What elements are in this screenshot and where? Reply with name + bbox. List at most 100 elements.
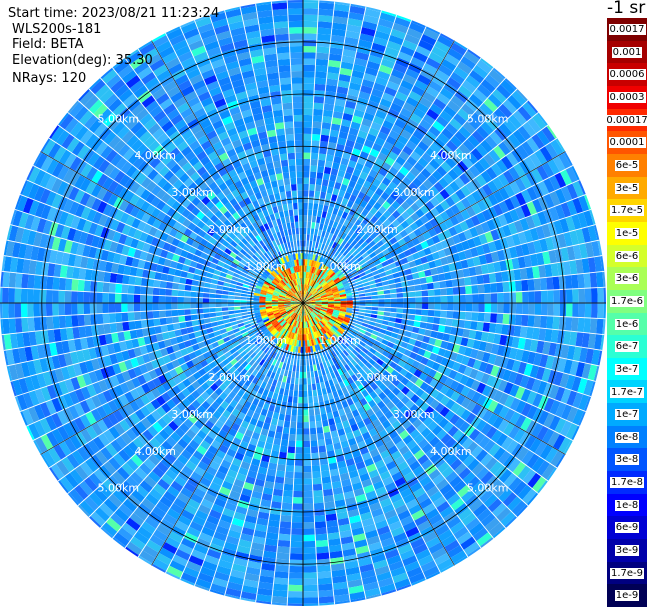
range-gate-cell	[181, 333, 190, 342]
range-gate-cell	[303, 271, 305, 278]
range-gate-cell	[597, 240, 603, 256]
range-gate-cell	[303, 183, 310, 191]
range-gate-cell	[350, 597, 366, 603]
range-gate-cell	[321, 304, 328, 307]
range-gate-cell	[455, 382, 465, 394]
range-gate-cell	[306, 265, 309, 273]
range-gate-cell	[251, 344, 259, 352]
range-gate-cell	[51, 177, 63, 194]
range-gate-cell	[329, 550, 344, 559]
range-gate-cell	[350, 216, 358, 225]
range-gate-cell	[285, 337, 290, 344]
range-gate-cell	[326, 525, 340, 534]
range-gate-cell	[502, 422, 515, 437]
range-gate-cell	[468, 498, 484, 513]
range-gate-cell	[66, 364, 77, 379]
range-gate-cell	[100, 446, 113, 461]
range-gate-cell	[309, 333, 313, 340]
range-gate-cell	[303, 0, 319, 3]
range-gate-cell	[116, 466, 131, 481]
range-gate-cell	[357, 237, 366, 246]
range-gate-cell	[303, 83, 315, 91]
range-gate-cell	[303, 252, 306, 260]
range-gate-cell	[320, 348, 326, 356]
range-gate-cell	[333, 104, 345, 113]
range-gate-cell	[106, 343, 116, 355]
range-gate-cell	[66, 137, 80, 153]
range-gate-cell	[422, 416, 434, 428]
range-gate-cell	[280, 355, 286, 363]
range-gate-cell	[33, 404, 46, 421]
range-gate-cell	[464, 494, 480, 508]
range-gate-cell	[462, 138, 476, 152]
range-gate-cell	[410, 577, 427, 586]
range-gate-cell	[22, 197, 34, 214]
range-gate-cell	[84, 325, 93, 338]
range-gate-cell	[266, 277, 273, 283]
range-gate-cell	[155, 552, 173, 566]
range-gate-cell	[159, 495, 174, 509]
range-gate-cell	[36, 217, 47, 234]
range-gate-cell	[287, 446, 296, 454]
range-gate-cell	[348, 127, 360, 137]
range-gate-cell	[465, 285, 473, 295]
range-gate-cell	[168, 531, 184, 544]
range-gate-cell	[450, 42, 467, 56]
range-gate-cell	[273, 405, 281, 414]
range-gate-cell	[361, 78, 375, 89]
range-gate-cell	[341, 151, 352, 160]
range-gate-cell	[303, 365, 307, 372]
range-gate-cell	[433, 316, 441, 325]
range-gate-cell	[444, 325, 452, 335]
range-gate-cell	[408, 460, 421, 472]
range-gate-cell	[317, 159, 326, 167]
range-gate-cell	[224, 259, 233, 267]
range-gate-cell	[363, 72, 377, 83]
range-gate-cell	[602, 271, 606, 288]
range-gate-cell	[463, 50, 480, 65]
range-gate-cell	[470, 320, 478, 331]
range-gate-cell	[347, 578, 363, 588]
range-gate-cell	[240, 328, 248, 335]
range-gate-cell	[139, 363, 149, 375]
range-gate-cell	[336, 86, 349, 95]
range-gate-cell	[585, 348, 595, 365]
range-gate-cell	[589, 209, 596, 226]
range-gate-cell	[124, 391, 135, 404]
range-gate-cell	[157, 221, 168, 232]
range-gate-cell	[291, 319, 296, 326]
range-gate-cell	[260, 273, 268, 280]
range-gate-cell	[303, 384, 308, 391]
range-gate-cell	[12, 210, 23, 227]
range-gate-cell	[517, 105, 532, 122]
range-gate-cell	[265, 301, 272, 303]
range-gate-cell	[145, 390, 156, 403]
range-gate-cell	[388, 166, 399, 177]
range-gate-cell	[474, 370, 485, 383]
range-gate-cell	[92, 436, 106, 451]
range-gate-cell	[314, 267, 319, 275]
range-gate-cell	[230, 422, 241, 432]
range-gate-cell	[360, 569, 377, 579]
range-gate-cell	[448, 475, 463, 489]
range-gate-cell	[303, 472, 313, 479]
range-gate-cell	[488, 149, 501, 163]
range-gate-cell	[327, 299, 335, 302]
range-gate-cell	[289, 427, 297, 435]
range-gate-cell	[514, 314, 523, 326]
range-gate-cell	[142, 327, 150, 337]
range-gate-cell	[503, 303, 510, 314]
range-gate-cell	[449, 215, 460, 227]
range-gate-cell	[464, 376, 475, 389]
range-gate-cell	[303, 39, 317, 47]
range-gate-cell	[285, 330, 291, 338]
range-gate-cell	[472, 339, 481, 351]
range-gate-cell	[83, 291, 91, 303]
range-gate-cell	[416, 422, 428, 434]
range-gate-cell	[245, 274, 253, 281]
range-gate-cell	[388, 34, 405, 46]
range-gate-cell	[275, 339, 282, 347]
range-gate-cell	[285, 316, 291, 322]
range-gate-cell	[272, 293, 280, 297]
range-gate-cell	[303, 64, 316, 72]
